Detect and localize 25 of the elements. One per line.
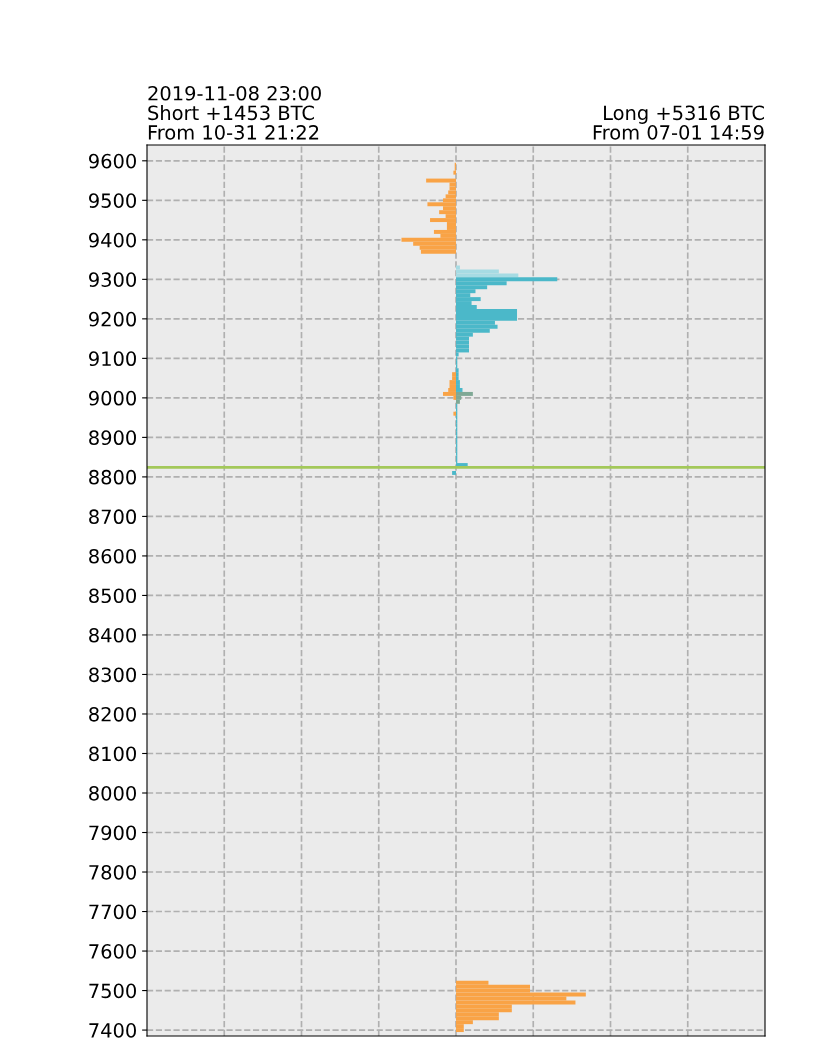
text: 2019-11-08 23:00 Short +1453 BTC From 10-31 21:22 xyxy=(148,85,321,140)
y-tick-label: 8100 xyxy=(89,746,136,762)
y-tick-label: 8300 xyxy=(89,667,136,683)
y-tick-label: 8800 xyxy=(89,469,136,485)
y-tick-label: 9500 xyxy=(89,193,136,208)
y-tick-label: 7700 xyxy=(89,904,136,920)
y-tick-label: 8000 xyxy=(89,785,136,801)
y-tick-label: 8900 xyxy=(89,430,136,446)
y-tick-label: 7600 xyxy=(89,944,136,959)
y-tick-label: 7400 xyxy=(89,1023,136,1038)
text: Long +5316 BTC From 07-01 14:59 xyxy=(593,105,764,140)
y-tick-label: 9400 xyxy=(89,232,136,248)
y-tick-label: 7800 xyxy=(89,864,136,880)
y-tick-label: 8400 xyxy=(89,627,136,643)
y-tick-label: 9300 xyxy=(89,272,136,288)
y-tick-label: 7500 xyxy=(89,983,136,999)
y-tick-label: 8200 xyxy=(89,706,136,722)
y-tick-label: 7900 xyxy=(89,825,136,841)
y-tick-label: 8700 xyxy=(89,509,136,525)
y-tick-label: 8600 xyxy=(89,548,136,564)
y-tick-label: 9000 xyxy=(89,390,136,406)
y-tick-label: 8500 xyxy=(89,588,136,604)
y-tick-label: 9600 xyxy=(89,153,136,169)
y-tick-label: 9200 xyxy=(89,311,136,327)
y-tick-label: 9100 xyxy=(89,351,136,367)
